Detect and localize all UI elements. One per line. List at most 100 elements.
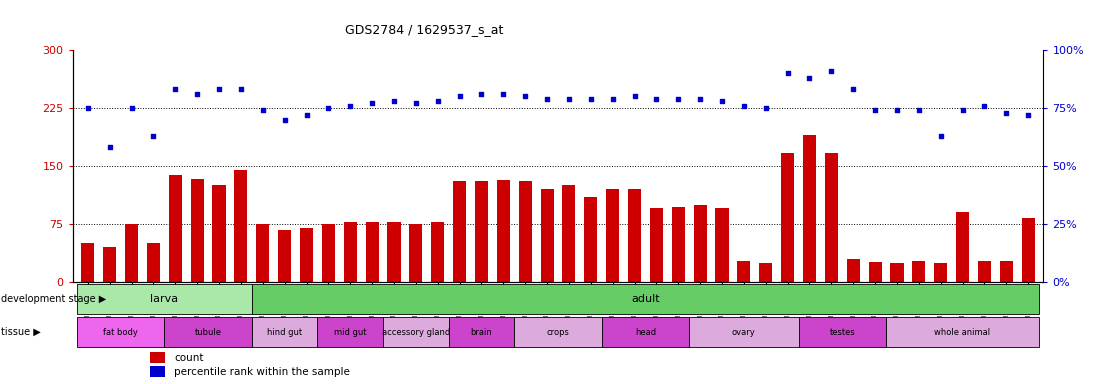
Point [560, 96, 578, 102]
Bar [475, 181, 488, 282]
Point [735, 103, 753, 109]
Point [670, 96, 687, 102]
Point [932, 133, 950, 139]
Bar [799, 317, 886, 347]
Bar [781, 153, 795, 282]
Point [363, 100, 381, 106]
Bar [77, 284, 252, 314]
Bar [191, 179, 204, 282]
Bar [234, 170, 248, 282]
Point [385, 98, 403, 104]
Bar [693, 205, 706, 282]
Point [779, 70, 797, 76]
Text: fat body: fat body [103, 328, 138, 337]
Text: GDS2784 / 1629537_s_at: GDS2784 / 1629537_s_at [345, 23, 503, 36]
Bar [321, 224, 335, 282]
Bar [431, 222, 444, 282]
Bar [125, 224, 138, 282]
Bar [602, 317, 690, 347]
Bar [383, 317, 449, 347]
Point [866, 107, 884, 113]
Text: testes: testes [829, 328, 855, 337]
Text: accessory gland: accessory gland [382, 328, 450, 337]
Bar [449, 317, 514, 347]
Text: percentile rank within the sample: percentile rank within the sample [174, 367, 350, 377]
Bar [387, 222, 401, 282]
Bar [847, 259, 859, 282]
Bar [540, 189, 554, 282]
Point [800, 75, 818, 81]
Bar [151, 366, 165, 377]
Bar [891, 263, 904, 282]
Bar [81, 243, 95, 282]
Bar [715, 209, 729, 282]
Point [166, 86, 184, 93]
Point [472, 91, 490, 97]
Point [757, 105, 775, 111]
Bar [519, 181, 531, 282]
Bar [151, 352, 165, 363]
Bar [453, 181, 466, 282]
Bar [252, 284, 1039, 314]
Point [713, 98, 731, 104]
Bar [164, 317, 252, 347]
Text: ovary: ovary [732, 328, 756, 337]
Text: mid gut: mid gut [334, 328, 366, 337]
Point [341, 103, 359, 109]
Bar [1000, 261, 1013, 282]
Point [232, 86, 250, 93]
Point [845, 86, 863, 93]
Bar [410, 224, 423, 282]
Bar [886, 317, 1039, 347]
Point [429, 98, 446, 104]
Point [253, 107, 271, 113]
Bar [912, 261, 925, 282]
Point [581, 96, 599, 102]
Point [123, 105, 141, 111]
Point [1019, 112, 1037, 118]
Bar [278, 230, 291, 282]
Bar [956, 212, 969, 282]
Bar [252, 317, 317, 347]
Point [298, 112, 316, 118]
Bar [562, 185, 576, 282]
Point [79, 105, 97, 111]
Bar [628, 189, 641, 282]
Point [538, 96, 556, 102]
Text: tubule: tubule [194, 328, 222, 337]
Text: crops: crops [547, 328, 569, 337]
Text: development stage ▶: development stage ▶ [1, 294, 106, 304]
Bar [169, 175, 182, 282]
Point [210, 86, 228, 93]
Bar [825, 153, 838, 282]
Point [647, 96, 665, 102]
Text: count: count [174, 353, 204, 362]
Bar [317, 317, 383, 347]
Bar [690, 317, 799, 347]
Bar [212, 185, 225, 282]
Point [910, 107, 927, 113]
Point [626, 93, 644, 99]
Text: whole animal: whole animal [934, 328, 991, 337]
Point [604, 96, 622, 102]
Point [276, 116, 294, 122]
Bar [585, 197, 597, 282]
Text: larva: larva [151, 294, 179, 304]
Point [998, 109, 1016, 116]
Point [189, 91, 206, 97]
Point [451, 93, 469, 99]
Point [407, 100, 425, 106]
Point [517, 93, 535, 99]
Point [888, 107, 906, 113]
Bar [672, 207, 685, 282]
Point [691, 96, 709, 102]
Bar [759, 263, 772, 282]
Bar [514, 317, 602, 347]
Bar [606, 189, 619, 282]
Point [953, 107, 971, 113]
Bar [650, 209, 663, 282]
Bar [257, 224, 269, 282]
Bar [978, 261, 991, 282]
Point [822, 68, 840, 74]
Point [494, 91, 512, 97]
